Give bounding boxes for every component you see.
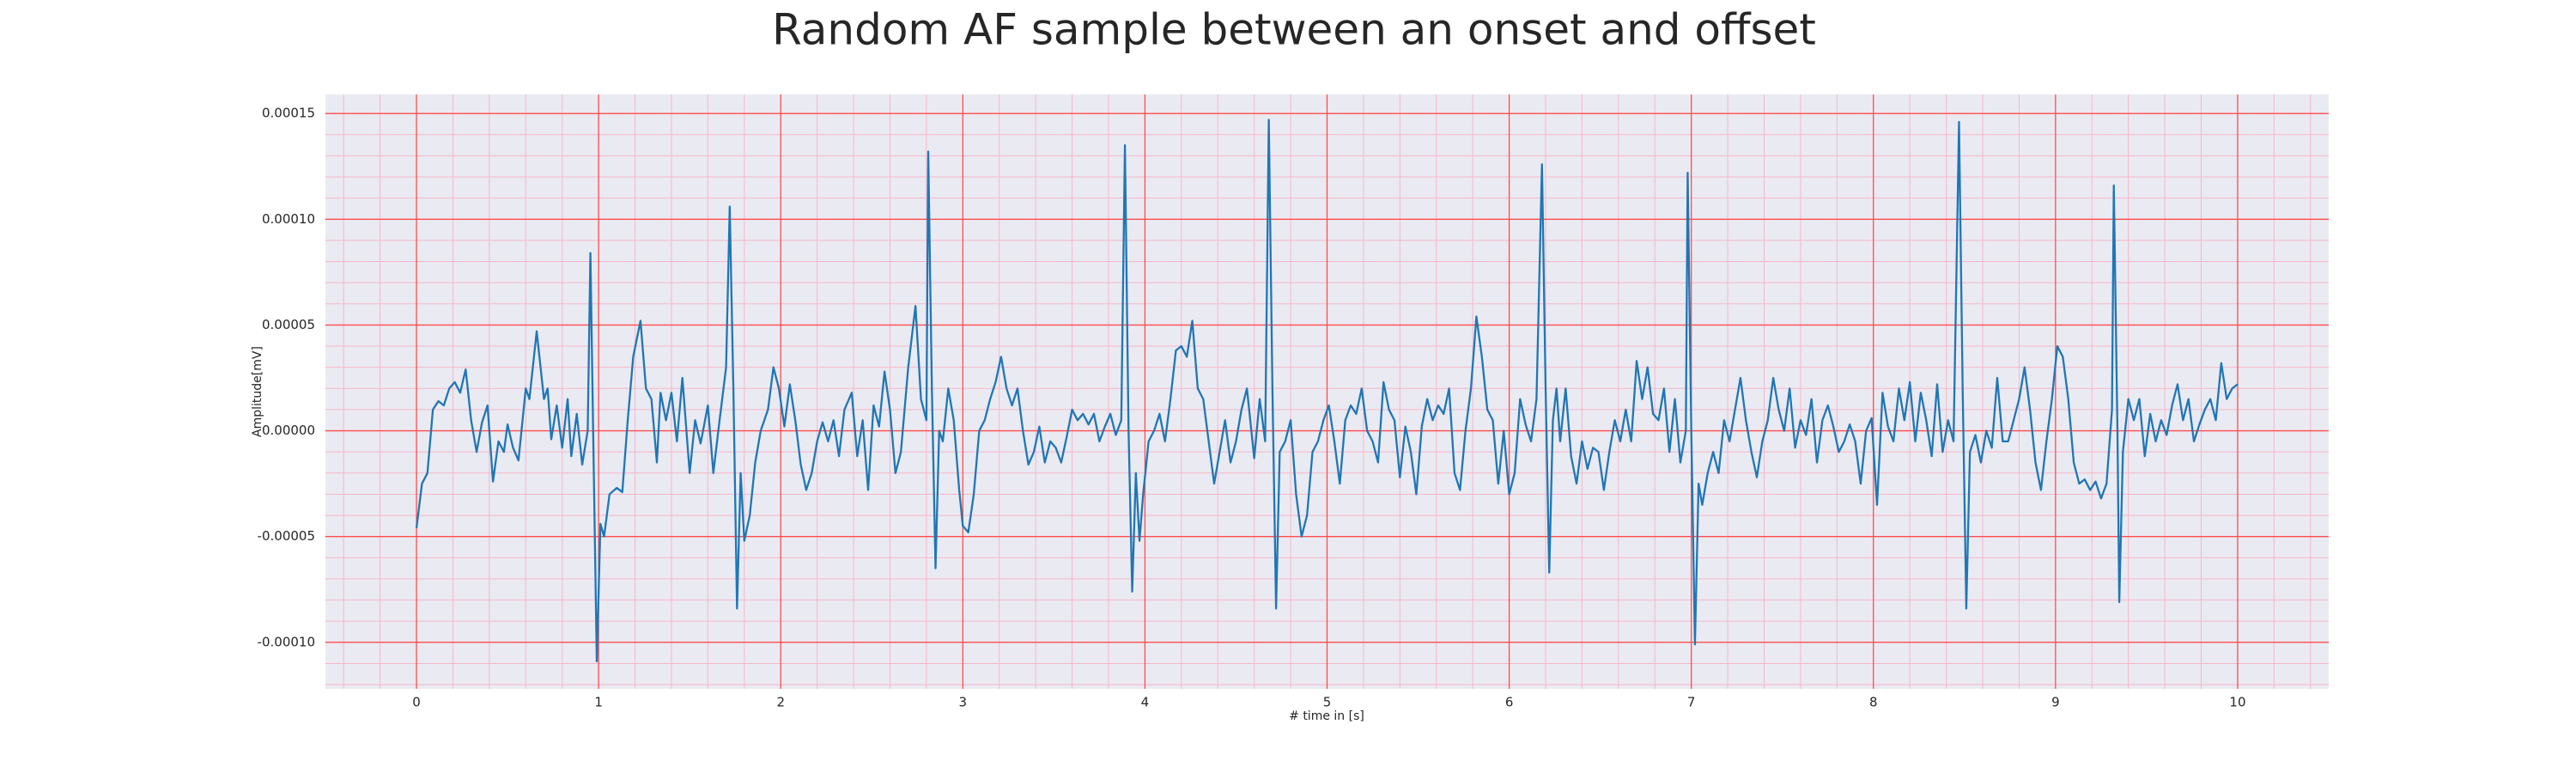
x-tick-label: 5 [1323, 695, 1332, 710]
x-tick-label: 10 [2229, 695, 2245, 710]
x-tick-label: 6 [1505, 695, 1514, 710]
y-tick-label: 0.00015 [262, 106, 315, 121]
x-tick-label: 0 [412, 695, 421, 710]
chart-title: Random AF sample between an onset and of… [772, 5, 1816, 55]
x-tick-label: 7 [1687, 695, 1696, 710]
y-axis-label: Amplitude[mV] [251, 346, 264, 437]
signal-line [415, 119, 2239, 663]
x-tick-label: 3 [959, 695, 968, 710]
x-tick-label: 2 [776, 695, 785, 710]
x-tick-label: 8 [1869, 695, 1878, 710]
y-tick-label: 0.00000 [262, 423, 315, 438]
x-tick-label: 1 [594, 695, 603, 710]
y-tick-label: 0.00005 [262, 317, 315, 332]
y-tick-label: -0.00010 [258, 634, 315, 649]
y-tick-label: -0.00005 [258, 528, 315, 544]
x-tick-label: 9 [2051, 695, 2060, 710]
y-tick-label: 0.00010 [262, 211, 315, 227]
x-axis-label: # time in [s] [1289, 709, 1364, 723]
x-tick-label: 4 [1141, 695, 1150, 710]
